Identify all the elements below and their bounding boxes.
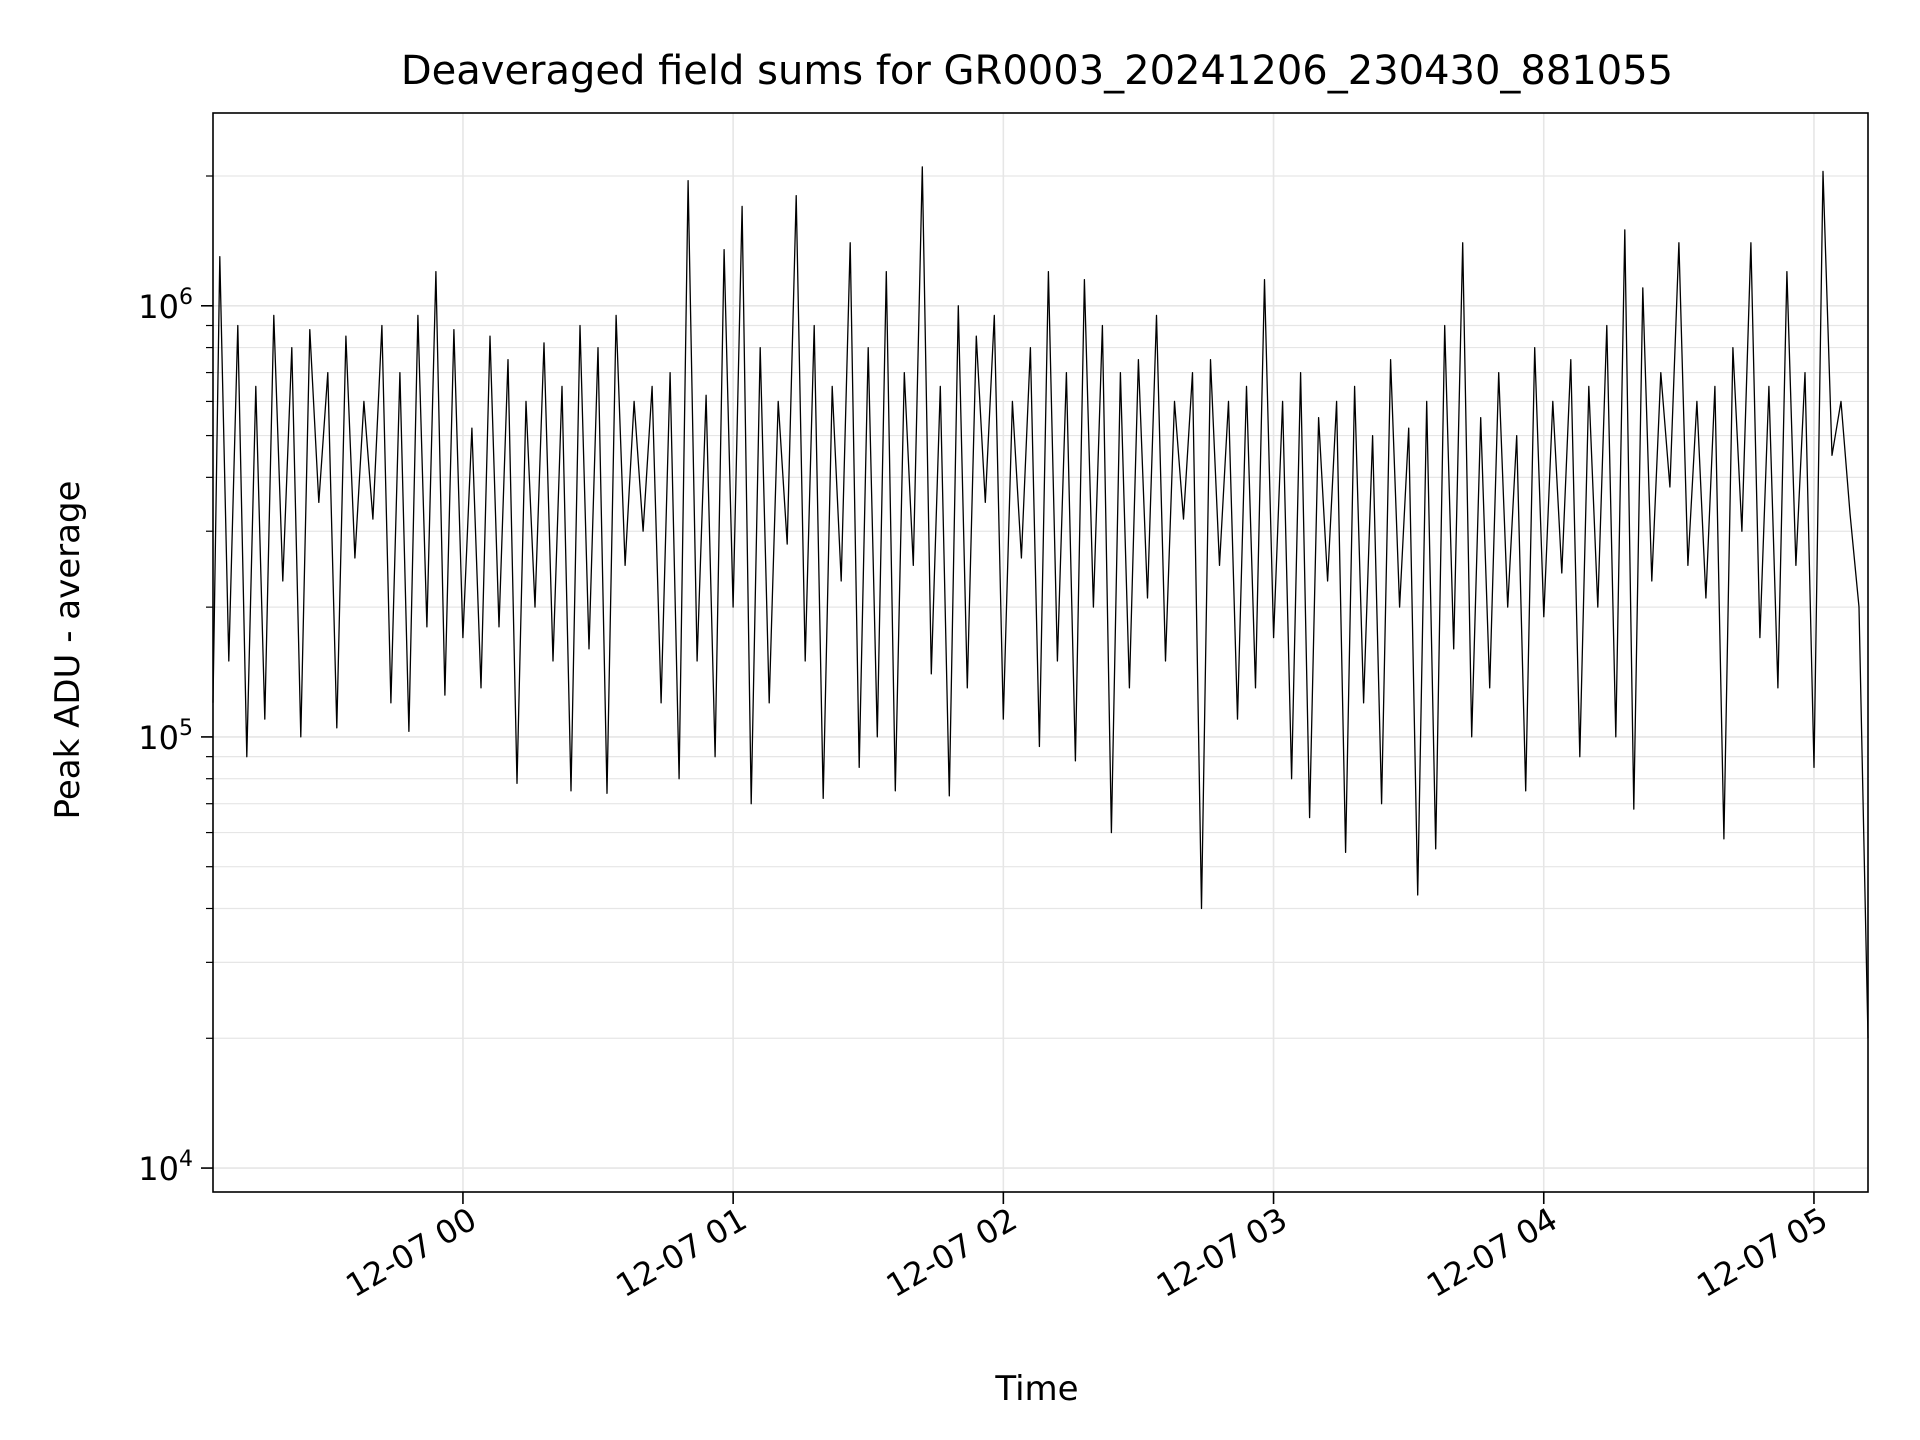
grid-lines — [213, 113, 1868, 1192]
x-axis-label: Time — [994, 1369, 1078, 1409]
y-axis: 104 105 106 — [138, 175, 213, 1188]
y-tick-label: 106 — [138, 285, 193, 326]
y-axis-label: Peak ADU - average — [48, 481, 88, 820]
y-tick-label: 104 — [138, 1147, 193, 1188]
series-line — [212, 166, 1869, 1039]
y-tick-label: 105 — [138, 716, 193, 757]
chart-title: Deaveraged field sums for GR0003_2024120… — [401, 48, 1673, 94]
series-layer — [212, 166, 1869, 1039]
plot-area-frame — [212, 112, 1869, 1193]
